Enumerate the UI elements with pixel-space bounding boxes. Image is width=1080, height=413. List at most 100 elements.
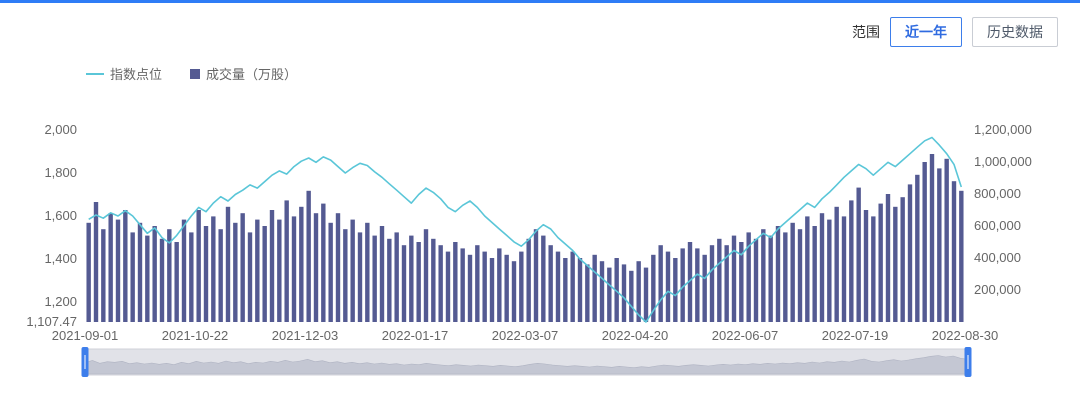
chart-legend: 指数点位 成交量（万股） — [86, 64, 297, 83]
volume-bar — [504, 254, 509, 322]
volume-bar — [108, 213, 113, 322]
volume-bar — [269, 210, 275, 322]
volume-bar — [335, 213, 341, 322]
volume-bar — [944, 158, 949, 322]
volume-bar — [900, 197, 905, 322]
volume-bar — [86, 222, 91, 322]
range-label: 范围 — [852, 24, 880, 40]
volume-bar — [167, 229, 172, 322]
volume-bar — [137, 222, 143, 322]
volume-bar — [775, 226, 781, 322]
volume-bar — [614, 258, 619, 322]
volume-bar — [907, 184, 913, 322]
volume-bar — [555, 251, 561, 322]
volume-bar — [599, 261, 605, 322]
volume-bar — [401, 245, 407, 322]
y-axis-left-min-label: 1,107.47 — [26, 314, 77, 329]
volume-bar — [849, 200, 854, 322]
volume-bar — [797, 229, 803, 322]
volume-bar — [475, 245, 480, 322]
volume-bar — [438, 245, 443, 322]
volume-bar — [350, 219, 355, 322]
volume-bar — [863, 210, 869, 322]
volume-bar — [519, 251, 524, 322]
volume-bar — [497, 248, 502, 322]
volume-bar — [951, 181, 957, 322]
volume-bar — [460, 248, 465, 322]
volume-bar — [702, 254, 707, 322]
x-axis-tick-label: 2022-01-17 — [382, 328, 449, 343]
volume-bar — [761, 229, 766, 322]
volume-bar — [541, 235, 546, 322]
volume-bar — [123, 210, 128, 322]
volume-bar — [482, 251, 487, 322]
volume-bar — [563, 258, 568, 322]
volume-bar — [731, 235, 737, 322]
volume-bar — [181, 219, 187, 322]
volume-bar — [658, 245, 663, 322]
bar-series-marker — [190, 68, 201, 79]
volume-bar — [203, 226, 209, 322]
volume-bar — [372, 235, 377, 322]
line-series-marker — [86, 72, 104, 75]
volume-bar — [313, 213, 319, 322]
y-axis-left-tick-label: 1,400 — [44, 251, 77, 266]
volume-bar — [394, 232, 399, 322]
volume-bar — [651, 254, 656, 322]
volume-bar — [724, 245, 729, 322]
volume-bar — [717, 238, 722, 322]
volume-bar — [306, 190, 311, 322]
legend-item-volume[interactable]: 成交量（万股） — [190, 64, 297, 83]
y-axis-right-tick-label: 1,000,000 — [974, 154, 1032, 169]
x-axis-tick-label: 2022-03-07 — [492, 328, 559, 343]
range-button-history[interactable]: 历史数据 — [972, 17, 1058, 47]
y-axis-right-tick-label: 200,000 — [974, 282, 1021, 297]
datazoom-data-shadow — [84, 355, 969, 375]
volume-bar — [805, 216, 810, 322]
range-button-last-year[interactable]: 近一年 — [890, 17, 962, 47]
volume-bar — [768, 235, 773, 322]
volume-bar — [489, 258, 495, 322]
volume-bar — [629, 270, 634, 322]
index-line — [88, 136, 963, 323]
volume-bar — [871, 216, 876, 322]
volume-bar — [189, 232, 194, 322]
volume-bar — [218, 229, 223, 322]
y-axis-right-tick-label: 600,000 — [974, 218, 1021, 233]
volume-bar — [453, 242, 458, 322]
volume-bar — [255, 219, 260, 322]
volume-bar — [885, 194, 891, 322]
volume-bar — [357, 232, 363, 322]
volume-bar — [621, 264, 627, 322]
volume-bar — [915, 174, 920, 322]
y-axis-left-tick-label: 1,800 — [44, 165, 77, 180]
y-axis-left-tick-label: 2,000 — [44, 122, 77, 137]
x-axis-tick-label: 2021-09-01 — [52, 328, 119, 343]
volume-bar — [101, 229, 106, 322]
volume-bar — [548, 245, 553, 322]
volume-bar — [328, 222, 333, 322]
volume-bar — [533, 229, 539, 322]
volume-bar — [225, 206, 231, 322]
volume-bar — [247, 232, 253, 322]
volume-bar — [819, 213, 825, 322]
volume-bar — [416, 242, 421, 322]
volume-bar — [240, 213, 245, 322]
x-axis-tick-label: 2021-12-03 — [272, 328, 339, 343]
y-axis-right-tick-label: 400,000 — [974, 250, 1021, 265]
volume-bar — [834, 206, 839, 322]
datazoom-handle-right-grip — [967, 355, 969, 369]
datazoom-handle-left-grip — [84, 355, 86, 369]
x-axis-tick-label: 2022-06-07 — [712, 328, 779, 343]
volume-bar — [387, 238, 392, 322]
volume-bar — [753, 238, 759, 322]
legend-item-index[interactable]: 指数点位 — [86, 64, 162, 83]
y-axis-right-tick-label: 1,200,000 — [974, 122, 1032, 137]
volume-bar — [680, 248, 685, 322]
y-axis-left-tick-label: 1,200 — [44, 294, 77, 309]
x-axis-tick-label: 2022-08-30 — [932, 328, 999, 343]
volume-bar — [783, 232, 788, 322]
volume-bar — [174, 242, 179, 322]
volume-bar — [643, 267, 649, 322]
